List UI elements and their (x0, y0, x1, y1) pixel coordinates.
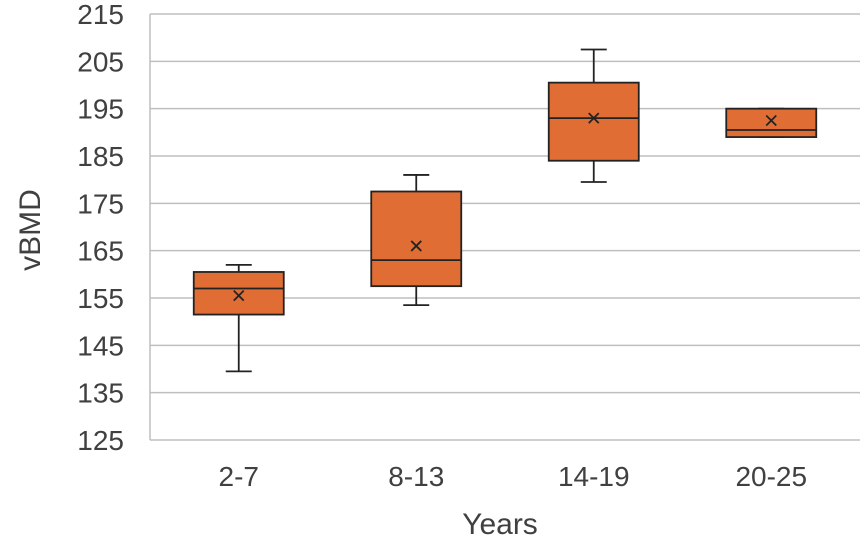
x-tick-label: 8-13 (388, 461, 444, 492)
box-8-13 (370, 174, 463, 307)
y-axis-title: vBMD (14, 189, 47, 271)
box-14-19 (547, 48, 640, 183)
iqr-box (725, 107, 818, 138)
y-tick-label: 165 (77, 236, 124, 267)
x-tick-label: 2-7 (219, 461, 259, 492)
y-axis-tick-labels: 125 135 145 155 165 175 185 195 205 215 (77, 0, 124, 456)
y-tick-label: 215 (77, 0, 124, 30)
iqr-box (547, 81, 640, 162)
box-2-7 (192, 263, 285, 373)
mean-marker (765, 114, 777, 127)
y-tick-label: 145 (77, 330, 124, 361)
y-tick-label: 125 (77, 425, 124, 456)
boxes (192, 48, 818, 373)
mean-marker (410, 240, 422, 252)
y-tick-label: 185 (77, 141, 124, 172)
gridlines (149, 13, 860, 441)
box-20-25 (725, 107, 818, 138)
iqr-box (370, 190, 463, 288)
y-tick-label: 195 (77, 94, 124, 125)
x-axis-title: Years (462, 508, 538, 541)
y-tick-label: 175 (77, 188, 124, 219)
y-tick-label: 155 (77, 283, 124, 314)
x-tick-label: 14-19 (558, 461, 630, 492)
x-axis-tick-labels: 2-7 8-13 14-19 20-25 (219, 461, 808, 492)
x-tick-label: 20-25 (735, 461, 807, 492)
y-tick-label: 135 (77, 378, 124, 409)
iqr-box (192, 271, 285, 316)
mean-marker (233, 289, 245, 302)
y-tick-label: 205 (77, 46, 124, 77)
mean-marker (588, 112, 600, 124)
